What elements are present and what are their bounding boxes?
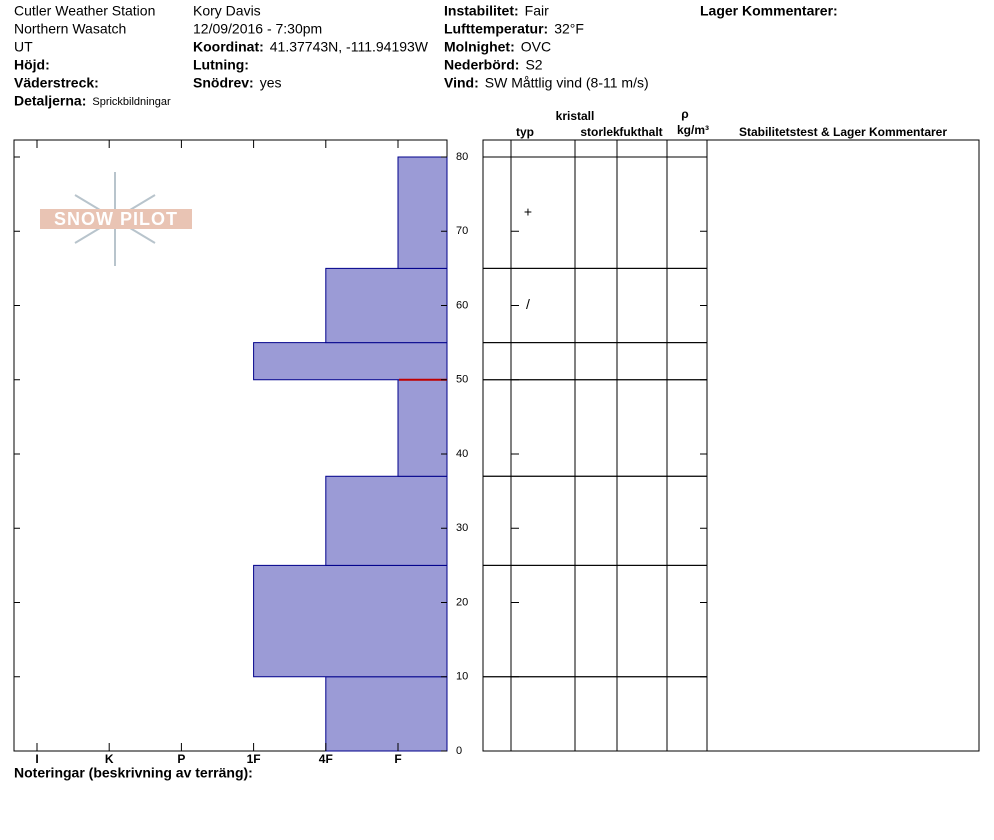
state: UT <box>14 39 33 55</box>
y-tick-label: 30 <box>456 522 468 534</box>
x-tick-label: F <box>394 752 401 766</box>
field-label: Väderstreck: <box>14 75 99 91</box>
y-tick-label: 20 <box>456 596 468 608</box>
grain-symbol: / <box>526 296 530 312</box>
grain-symbol: + <box>524 203 532 219</box>
y-tick-label: 10 <box>456 671 468 683</box>
y-tick-label: 60 <box>456 299 468 311</box>
y-tick-label: 70 <box>456 225 468 237</box>
field-label: Instabilitet: <box>444 3 519 19</box>
column-header: Stabilitetstest & Lager Kommentarer <box>739 125 947 139</box>
field-label: Noteringar (beskrivning av terräng): <box>14 765 253 781</box>
x-tick-label: 1F <box>247 752 261 766</box>
field-label: Koordinat: <box>193 39 264 55</box>
field-value: Sprickbildningar <box>92 96 171 108</box>
column-header: kg/m³ <box>677 123 709 137</box>
column-header: fukthalt <box>619 125 662 139</box>
column-header: kristall <box>556 109 595 123</box>
column-header: storlek <box>580 125 620 139</box>
range: Northern Wasatch <box>14 21 126 37</box>
x-tick-label: 4F <box>319 752 333 766</box>
field-value: OVC <box>521 39 551 55</box>
hardness-bar <box>325 475 448 566</box>
field-value: SW Måttlig vind (8-11 m/s) <box>485 75 649 91</box>
field-label: Lufttemperatur: <box>444 21 548 37</box>
field-value: Fair <box>525 3 549 19</box>
field-value: S2 <box>525 57 542 73</box>
field-label: Molnighet: <box>444 39 515 55</box>
hardness-bar <box>397 379 448 477</box>
field-label: Höjd: <box>14 57 50 73</box>
logo <box>40 172 192 266</box>
field-label: Snödrev: <box>193 75 254 91</box>
field-label: Lutning: <box>193 57 249 73</box>
hardness-bar <box>397 156 448 269</box>
column-header: typ <box>516 125 534 139</box>
x-tick-label: I <box>35 752 38 766</box>
table-frame <box>482 139 980 752</box>
hardness-bar <box>253 342 448 381</box>
column-header: ρ <box>681 107 688 121</box>
observer: Kory Davis <box>193 3 261 19</box>
y-tick-label: 0 <box>456 745 462 757</box>
x-tick-label: P <box>177 752 185 766</box>
field-value: yes <box>260 75 282 91</box>
field-value: 41.37743N, -111.94193W <box>270 39 429 55</box>
field-label: Detaljerna: <box>14 93 86 109</box>
field-value: 32°F <box>554 21 584 37</box>
hardness-bar <box>325 676 448 752</box>
y-tick-label: 50 <box>456 374 468 386</box>
station: Cutler Weather Station <box>14 3 155 19</box>
x-tick-label: K <box>105 752 114 766</box>
logo-text: SNOW PILOT <box>54 209 178 229</box>
date: 12/09/2016 - 7:30pm <box>193 21 322 37</box>
field-label: Vind: <box>444 75 479 91</box>
layer-comments-title: Lager Kommentarer: <box>700 3 838 19</box>
hardness-bar <box>325 267 448 344</box>
hardness-bar <box>253 564 448 678</box>
y-tick-label: 40 <box>456 448 468 460</box>
y-tick-label: 80 <box>456 151 468 163</box>
field-label: Nederbörd: <box>444 57 519 73</box>
